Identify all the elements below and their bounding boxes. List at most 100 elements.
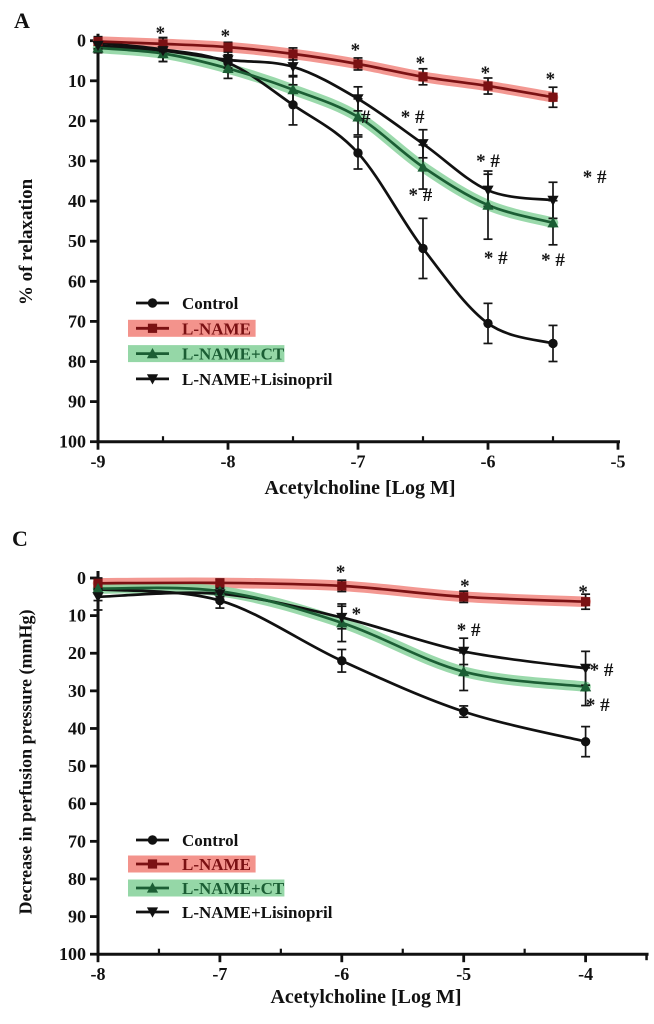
star-hash-annotation: * # xyxy=(541,250,565,271)
x-axis-title-a: Acetylcholine [Log M] xyxy=(264,477,456,499)
star-annotation: * xyxy=(336,562,346,583)
marker-circle-control xyxy=(548,338,558,349)
y-tick-label: 20 xyxy=(68,643,86,663)
star-annotation: * xyxy=(221,26,231,47)
y-tick-label: 90 xyxy=(68,907,86,927)
marker-square-l-name xyxy=(288,49,298,59)
x-tick-label: -7 xyxy=(212,964,227,984)
y-tick-label: 100 xyxy=(59,432,86,452)
legend-highlight xyxy=(128,319,256,337)
x-tick-label: -6 xyxy=(481,452,496,472)
marker-triangle-up-l-name-ct xyxy=(287,84,299,95)
legend-item-l-name: L-NAME xyxy=(128,319,256,338)
legend-item-l-name-ct: L-NAME+CT xyxy=(128,879,285,898)
star-hash-annotation: * # xyxy=(476,151,500,172)
curves xyxy=(96,40,555,345)
marker-triangle-down-l-name-lisinopril xyxy=(417,139,429,150)
marker-triangle-down-l-name-lisinopril xyxy=(92,592,104,603)
marker-triangle-up-l-name-ct xyxy=(222,62,234,73)
curve-l-name xyxy=(96,40,555,99)
hash-annotation: # xyxy=(361,107,371,128)
marker-triangle-up-l-name-ct xyxy=(417,161,429,172)
x-tick-label: -6 xyxy=(334,964,349,984)
marker-circle-control xyxy=(580,736,591,747)
star-annotation: * xyxy=(460,576,470,597)
star-annotation: * xyxy=(156,23,166,44)
y-tick-label: 80 xyxy=(68,352,86,372)
legend-triangle-down-icon xyxy=(146,374,159,385)
legend-item-control: Control xyxy=(136,831,239,850)
x-tick-label: -8 xyxy=(91,964,106,984)
marker-circle-control xyxy=(459,706,469,717)
star-hash-annotation: * # xyxy=(583,167,607,188)
curve-l-name-lisinopril xyxy=(96,44,555,202)
marker-triangle-down-l-name-lisinopril xyxy=(92,40,104,52)
star-annotation: * xyxy=(546,69,556,90)
star-hash-annotation: * # xyxy=(401,107,425,128)
y-tick-label: 50 xyxy=(68,231,86,251)
legend-label: Control xyxy=(182,294,239,313)
error-bars xyxy=(93,577,591,758)
marker-circle-control xyxy=(483,318,493,329)
marker-square-l-name xyxy=(581,597,591,607)
y-tick-label: 10 xyxy=(68,71,86,91)
marker-triangle-down-l-name-lisinopril xyxy=(222,55,234,66)
marker-square-l-name xyxy=(337,581,347,591)
legend-highlight xyxy=(128,855,256,873)
legend-circle-icon xyxy=(147,835,158,845)
star-annotation: * xyxy=(578,582,588,603)
legend: Control L-NAME L-NAME+CT L-NAME+Lisinopril xyxy=(128,831,333,922)
marker-circle-control xyxy=(337,656,347,666)
star-hash-annotation: * # xyxy=(586,695,610,716)
y-tick-label: 60 xyxy=(68,794,86,814)
legend-item-l-name-lisinopril: L-NAME+Lisinopril xyxy=(136,903,333,922)
marker-square-l-name xyxy=(158,39,168,49)
marker-circle-control xyxy=(353,148,363,158)
marker-triangle-up-l-name-ct xyxy=(580,681,592,692)
significance-annotations: * * * * # * * # * # xyxy=(336,562,614,716)
star-hash-annotation: * # xyxy=(457,620,481,641)
marker-triangle-up-l-name-ct xyxy=(352,111,364,122)
legend-label: L-NAME+Lisinopril xyxy=(182,370,333,389)
marker-square-l-name xyxy=(483,81,493,91)
legend-item-l-name-lisinopril: L-NAME+Lisinopril xyxy=(136,370,333,389)
legend-highlight xyxy=(128,345,285,363)
y-tick-label: 100 xyxy=(59,944,86,964)
marker-square-l-name xyxy=(459,592,469,602)
marker-triangle-down-l-name-lisinopril xyxy=(482,185,494,196)
data-markers xyxy=(92,36,559,349)
marker-circle-control xyxy=(215,595,225,606)
y-axis-title-a: % of relaxation xyxy=(16,178,37,306)
legend-square-icon xyxy=(147,859,158,869)
legend-label: L-NAME xyxy=(182,855,251,874)
star-annotation: * xyxy=(416,53,426,74)
marker-square-l-name xyxy=(215,578,225,588)
y-tick-label: 90 xyxy=(68,392,86,412)
marker-triangle-down-l-name-lisinopril xyxy=(352,94,364,105)
legend-label: L-NAME+CT xyxy=(182,345,285,364)
y-tick-label: 10 xyxy=(68,606,86,626)
y-axis-title-c: Decrease in perfusion pressure (mmHg) xyxy=(15,609,36,915)
axes: -9 -8 -7 -6 -5 0 10 20 30 40 50 60 70 80 90 100 xyxy=(59,31,626,472)
marker-triangle-down-l-name-lisinopril xyxy=(458,646,470,657)
legend-item-l-name-ct: L-NAME+CT xyxy=(128,345,285,364)
legend-label: L-NAME+CT xyxy=(182,879,285,898)
legend-label: L-NAME+Lisinopril xyxy=(182,903,333,922)
marker-circle-control xyxy=(418,243,428,254)
star-annotation: * xyxy=(352,604,362,625)
star-hash-annotation: * # xyxy=(590,660,614,681)
x-tick-label: -7 xyxy=(351,452,366,472)
marker-triangle-down-l-name-lisinopril xyxy=(287,62,299,73)
y-tick-label: 40 xyxy=(68,718,86,738)
y-tick-label: 0 xyxy=(77,568,86,588)
y-tick-label: 20 xyxy=(68,111,86,131)
marker-square-l-name xyxy=(548,92,558,102)
x-tick-label: -5 xyxy=(456,964,471,984)
marker-square-l-name xyxy=(418,72,428,82)
x-tick-label: -9 xyxy=(91,452,106,472)
marker-triangle-up-l-name-ct xyxy=(547,217,559,228)
y-tick-label: 80 xyxy=(68,869,86,889)
